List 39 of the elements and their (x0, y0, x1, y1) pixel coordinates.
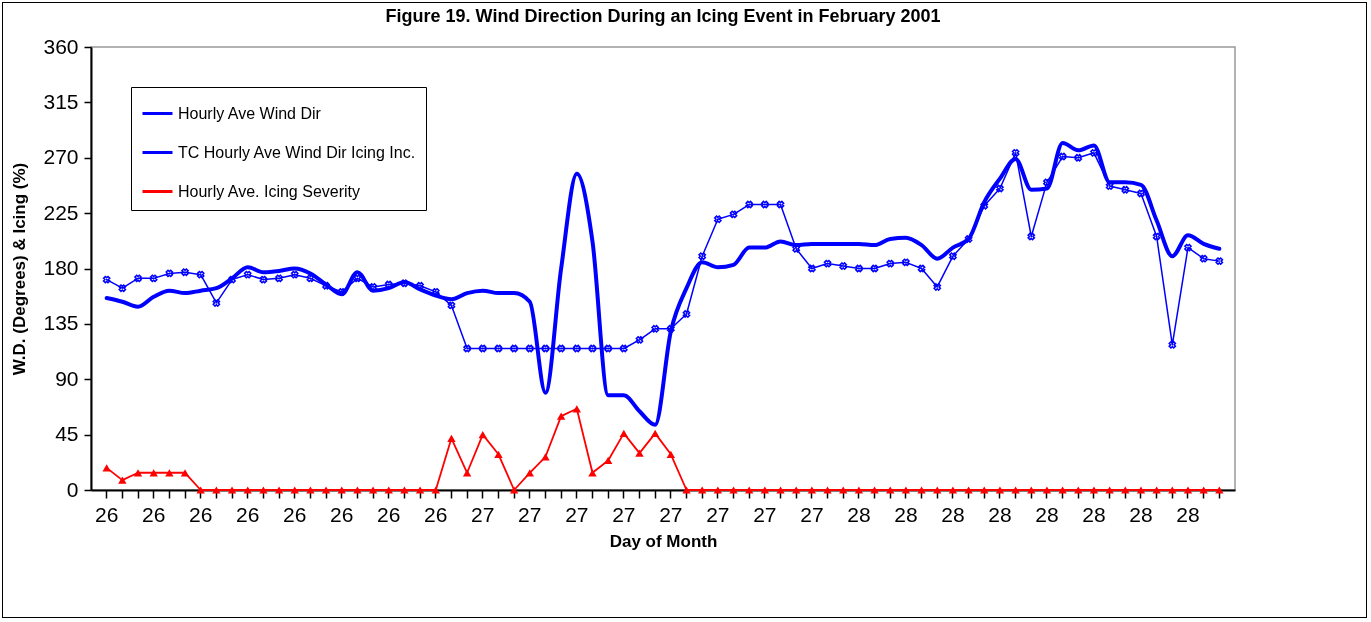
x-tick-label: 26 (142, 502, 166, 526)
x-tick-label: 27 (800, 502, 824, 526)
y-tick-label: 90 (55, 366, 79, 390)
x-tick-label: 28 (894, 502, 918, 526)
x-tick-label: 27 (753, 502, 777, 526)
x-axis-title: Day of Month (609, 531, 718, 551)
y-tick-label: 0 (66, 477, 79, 501)
y-axis-title: W.D. (Degrees) & Icing (%) (10, 162, 30, 376)
chart-title: Figure 19. Wind Direction During an Icing Event in February 2001 (385, 6, 941, 26)
x-tick-label: 27 (612, 502, 636, 526)
y-tick-label: 45 (55, 422, 79, 446)
x-tick-label: 27 (565, 502, 589, 526)
x-tick-label: 26 (283, 502, 307, 526)
x-tick-label: 26 (330, 502, 354, 526)
x-tick-label: 26 (236, 502, 260, 526)
x-tick-label: 27 (706, 502, 730, 526)
x-tick-label: 26 (94, 502, 119, 526)
x-tick-label: 28 (941, 502, 965, 526)
x-tick-label: 27 (518, 502, 542, 526)
y-tick-label: 270 (43, 145, 79, 169)
legend-label: Hourly Ave Wind Dir (178, 104, 322, 122)
x-tick-label: 28 (1129, 502, 1153, 526)
y-tick-label: 225 (43, 200, 79, 224)
x-tick-label: 28 (988, 502, 1012, 526)
y-tick-label: 315 (43, 89, 79, 113)
x-tick-label: 28 (1176, 502, 1200, 526)
x-tick-label: 26 (189, 502, 213, 526)
y-tick-label: 135 (43, 311, 79, 335)
x-tick-label: 26 (424, 502, 448, 526)
x-tick-label: 28 (1035, 502, 1059, 526)
y-tick-label: 180 (43, 256, 79, 279)
x-tick-label: 28 (847, 502, 871, 526)
x-tick-label: 27 (471, 502, 495, 526)
y-tick-label: 360 (43, 34, 79, 58)
legend-label: Hourly Ave. Icing Severity (178, 182, 361, 200)
x-tick-label: 27 (659, 502, 683, 526)
x-tick-label: 26 (377, 502, 401, 526)
legend-label: TC Hourly Ave Wind Dir Icing Inc. (178, 143, 416, 161)
x-tick-label: 28 (1082, 502, 1106, 526)
